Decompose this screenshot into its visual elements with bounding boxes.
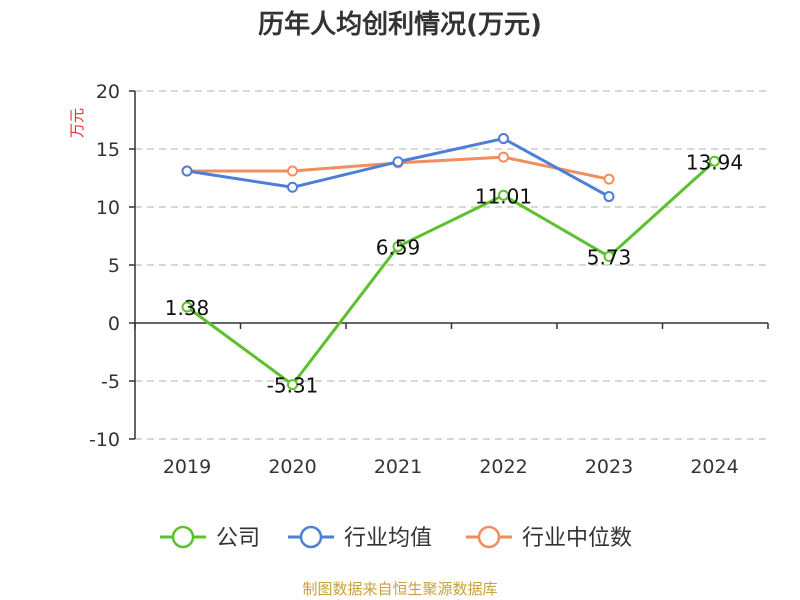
series-point <box>603 191 615 203</box>
y-axis-unit: 万元 <box>68 108 86 138</box>
y-tick-label: 15 <box>96 139 120 161</box>
series-point <box>498 133 509 145</box>
grid-lines <box>129 90 768 440</box>
y-tick-label: -5 <box>101 371 120 393</box>
series <box>181 133 720 391</box>
series-point <box>181 165 193 177</box>
data-label: 5.73 <box>587 246 632 270</box>
data-label: 13.94 <box>686 150 743 174</box>
x-axis: 2019 2020 2021 2022 2023 2024 <box>134 322 769 478</box>
data-label: 11.01 <box>475 184 532 208</box>
legend-marker <box>477 525 501 549</box>
data-label: -5.31 <box>267 374 319 398</box>
x-tick-label: 2020 <box>268 456 316 478</box>
chart-title: 历年人均创利情况(万元) <box>258 9 542 40</box>
legend-item-1[interactable]: 行业均值 <box>288 525 432 551</box>
y-tick-label: -10 <box>89 429 120 451</box>
series-point <box>603 173 615 185</box>
data-labels: 1.38 -5.31 6.59 11.01 5.73 13.94 <box>165 150 743 397</box>
series-point <box>181 301 193 313</box>
x-tick-label: 2024 <box>690 456 738 478</box>
series-point <box>392 241 404 253</box>
legend-label: 行业均值 <box>344 526 432 551</box>
y-tick-label: 20 <box>96 81 120 103</box>
source-note: 制图数据来自恒生聚源数据库 <box>302 580 497 598</box>
x-tick-label: 2021 <box>374 456 422 478</box>
series-line-0 <box>186 160 716 387</box>
legend[interactable]: 公司 行业均值 行业中位数 <box>160 525 632 551</box>
series-point <box>287 181 298 193</box>
y-tick-label: 5 <box>108 255 120 277</box>
legend-item-2[interactable]: 行业中位数 <box>466 525 632 551</box>
series-point <box>287 165 298 177</box>
series-point <box>603 251 615 263</box>
legend-label: 行业中位数 <box>522 526 632 551</box>
legend-marker <box>299 525 323 549</box>
series-point <box>709 155 720 167</box>
data-label: 1.38 <box>165 296 210 320</box>
series-point <box>498 189 509 201</box>
y-tick-labels: 20 15 10 5 0 -5 -10 <box>89 81 120 451</box>
y-tick-label: 10 <box>96 197 120 219</box>
series-point <box>287 379 298 391</box>
legend-item-0[interactable]: 公司 <box>160 525 260 551</box>
series-point <box>498 151 509 163</box>
x-tick-label: 2022 <box>479 456 527 478</box>
x-tick-label: 2019 <box>163 456 211 478</box>
y-tick-label: 0 <box>108 313 120 335</box>
legend-marker <box>171 525 195 549</box>
x-tick-label: 2023 <box>585 456 633 478</box>
data-label: 6.59 <box>376 236 421 260</box>
legend-label: 公司 <box>216 526 260 551</box>
series-point <box>392 156 404 168</box>
